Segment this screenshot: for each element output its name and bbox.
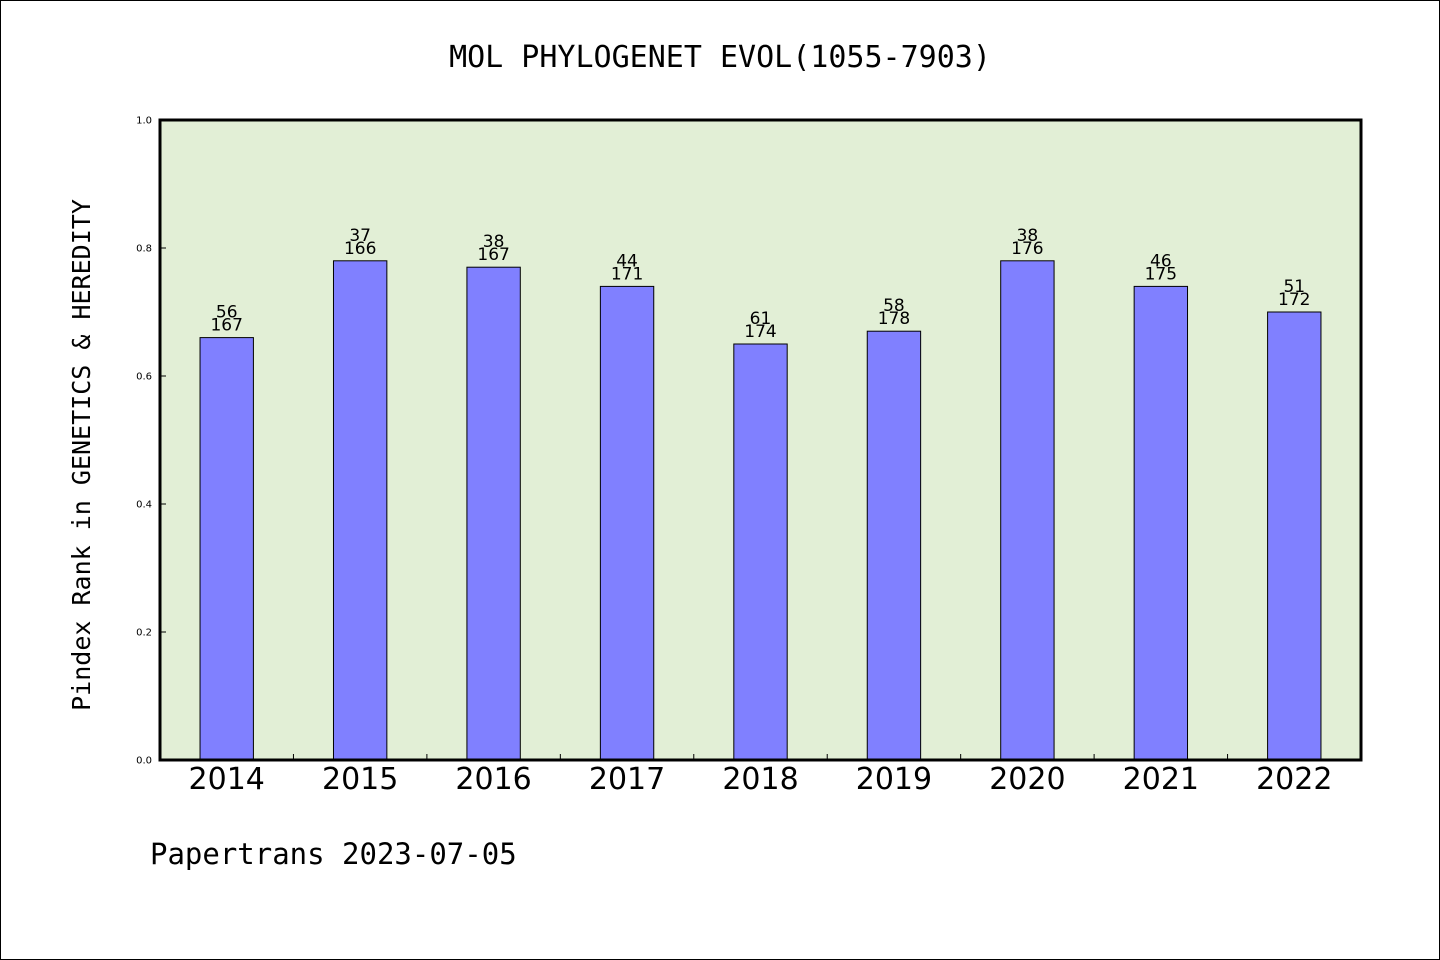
bar-2020 (1000, 260, 1055, 761)
y-axis-label: Pindex Rank in GENETICS & HEREDITY (67, 199, 96, 711)
bar-2022 (1267, 311, 1322, 761)
bar-2014 (199, 337, 254, 761)
bar-2018 (733, 343, 788, 761)
x-tick-label: 2021 (1123, 762, 1199, 797)
bar-rank-label: 61 (750, 309, 772, 329)
x-tick-label: 2017 (589, 762, 665, 797)
bar-2017 (599, 285, 655, 761)
bar-rank-label: 51 (1283, 277, 1305, 297)
y-tick-label: 0.2 (136, 628, 152, 639)
bar-rank-label: 38 (483, 232, 505, 252)
bar-2015 (332, 260, 388, 761)
bar-total-label: 175 (1145, 264, 1177, 284)
plot-border (158, 118, 1363, 762)
bar-total-label: 174 (744, 322, 776, 342)
y-tick-label: 0.8 (136, 244, 152, 255)
bar-total-label: 171 (611, 264, 643, 284)
bar-2016 (466, 266, 521, 761)
bar-total-label: 178 (878, 309, 910, 329)
footer-credit: Papertrans 2023-07-05 (150, 837, 517, 871)
bar-rank-label: 38 (1017, 226, 1039, 246)
bar-total-label: 166 (344, 239, 376, 259)
x-tick-label: 2016 (455, 762, 531, 797)
bar-rank-label: 56 (216, 303, 238, 323)
y-tick-label: 0.6 (136, 372, 152, 383)
x-tick-label: 2022 (1256, 762, 1332, 797)
bar-rank-label: 46 (1150, 251, 1172, 271)
x-tick-label: 2020 (989, 762, 1065, 797)
bar-2019 (866, 330, 922, 761)
bar-total-label: 167 (477, 245, 509, 265)
bar-total-label: 176 (1011, 239, 1043, 259)
y-tick-label: 0.0 (136, 756, 152, 767)
y-tick-label: 0.4 (136, 500, 152, 511)
x-tick-label: 2015 (322, 762, 398, 797)
bar-total-label: 167 (210, 316, 242, 336)
x-tick-label: 2014 (189, 762, 265, 797)
x-tick-label: 2019 (856, 762, 932, 797)
bar-rank-label: 44 (616, 251, 638, 271)
y-tick-label: 1.0 (136, 116, 152, 127)
bar-total-label: 172 (1278, 290, 1310, 310)
bar-rank-label: 58 (883, 296, 905, 316)
bars-group (199, 260, 1322, 761)
x-axis: 2014 2015 2016 2017 2018 2019 2020 2021 2022 (189, 754, 1332, 797)
chart-title: MOL PHYLOGENET EVOL(1055-7903) (449, 40, 991, 75)
x-tick-label: 2018 (722, 762, 798, 797)
bar-rank-label: 37 (349, 226, 371, 246)
bar-2021 (1133, 285, 1189, 761)
